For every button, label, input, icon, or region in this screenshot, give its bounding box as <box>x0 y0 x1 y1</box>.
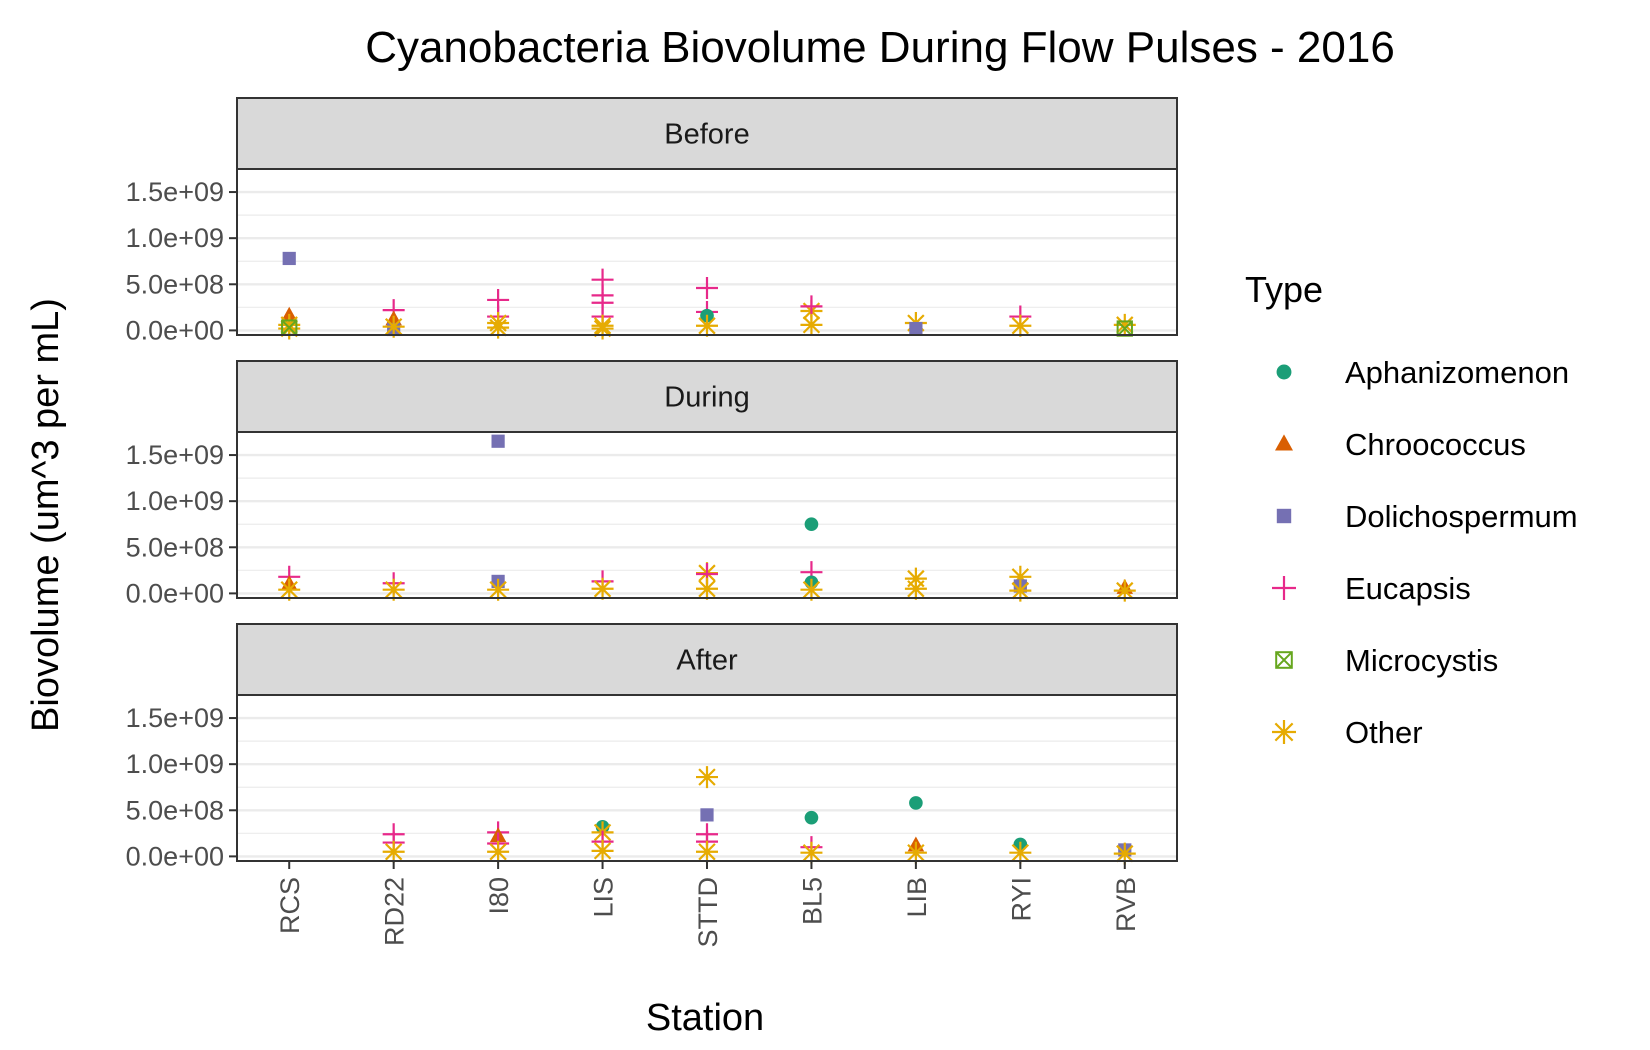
point-other <box>1009 841 1032 864</box>
point-other <box>1009 314 1032 337</box>
legend-item-other: Other <box>1272 715 1423 750</box>
point-other <box>591 317 614 340</box>
point-other <box>696 840 718 863</box>
x-tick-label: STTD <box>693 877 723 948</box>
point-dolichospermum <box>491 434 505 448</box>
point-other <box>1113 313 1136 336</box>
x-tick-label: I80 <box>484 877 514 915</box>
point-other <box>1009 579 1032 602</box>
point-dolichospermum <box>700 808 714 822</box>
point-aphanizomenon <box>804 517 819 532</box>
facet-strip <box>236 623 1178 696</box>
y-tick-label: 5.0e+08 <box>126 532 224 562</box>
point-other <box>696 314 718 337</box>
point-eucapsis <box>696 276 718 299</box>
x-tick-label: RYI <box>1006 877 1036 922</box>
point-other <box>591 577 614 600</box>
legend-label: Microcystis <box>1345 643 1498 678</box>
y-tick-label: 0.0e+00 <box>126 841 224 871</box>
points-after <box>382 766 1136 865</box>
x-tick-label: BL5 <box>797 877 827 925</box>
legend-item-eucapsis: Eucapsis <box>1272 571 1471 606</box>
points-during <box>278 434 1136 602</box>
point-other <box>696 766 718 789</box>
point-eucapsis <box>800 295 823 318</box>
legend-key-aphanizomenon <box>1276 364 1292 380</box>
facet-strip <box>236 97 1178 170</box>
facet-during: During 0.0e+00 5.0e+08 1.0e+09 1.5e+09 <box>126 360 1178 608</box>
legend-title: Type <box>1245 269 1323 310</box>
facet-strip <box>236 360 1178 433</box>
y-tick-label: 1.5e+09 <box>126 703 224 733</box>
point-aphanizomenon <box>909 796 923 810</box>
point-other <box>696 577 718 600</box>
point-other <box>487 840 510 863</box>
legend-label: Aphanizomenon <box>1345 355 1569 390</box>
panel-border <box>236 168 1178 336</box>
legend-item-dolichospermum: Dolichospermum <box>1276 499 1578 534</box>
y-tick-label: 1.0e+09 <box>126 223 224 253</box>
facet-after: After 0.0e+00 5.0e+08 1.0e+09 1.5e+09 <box>126 623 1178 871</box>
point-other <box>382 840 405 863</box>
point-other <box>904 577 927 600</box>
point-other <box>1009 565 1032 588</box>
facet-strip-label: Before <box>664 119 749 151</box>
legend-label: Other <box>1345 715 1423 750</box>
y-tick-label: 0.0e+00 <box>126 578 224 608</box>
legend: Aphanizomenon Chroococcus Dolichospermum Eu… <box>1272 355 1578 750</box>
point-aphanizomenon <box>804 810 819 825</box>
panel-border <box>236 431 1178 599</box>
y-tick-label: 1.0e+09 <box>126 486 224 516</box>
y-tick-label: 5.0e+08 <box>126 269 224 299</box>
point-other <box>487 578 510 601</box>
point-other <box>278 578 301 601</box>
point-dolichospermum <box>909 321 923 336</box>
facet-panels: Before0.0e+005.0e+081.0e+091.5e+09During… <box>126 97 1178 871</box>
point-other <box>800 313 823 336</box>
x-axis-ticks: RCS RD22 I80 LIS STTD BL5 LIB RYI RVB <box>275 861 1141 948</box>
legend-item-chroococcus: Chroococcus <box>1275 427 1526 462</box>
legend-label: Chroococcus <box>1345 427 1526 462</box>
x-tick-label: LIB <box>902 877 932 918</box>
legend-key-microcystis <box>1275 651 1293 669</box>
legend-label: Dolichospermum <box>1345 499 1578 534</box>
y-tick-label: 5.0e+08 <box>126 795 224 825</box>
point-other <box>591 839 614 862</box>
point-other <box>382 578 405 601</box>
y-tick-label: 1.5e+09 <box>126 440 224 470</box>
facet-before: Before 0.0e+00 5.0e+08 1.0e+09 1.5e+09 <box>126 97 1178 345</box>
y-tick-label: 1.0e+09 <box>126 749 224 779</box>
y-tick-label: 1.5e+09 <box>126 177 224 207</box>
y-axis-title: Biovolume (um^3 per mL) <box>25 298 67 732</box>
point-dolichospermum <box>282 251 296 266</box>
x-tick-label: RCS <box>275 877 305 934</box>
points-before <box>278 251 1136 340</box>
x-tick-label: LIS <box>589 877 619 918</box>
legend-key-dolichospermum <box>1276 508 1292 524</box>
legend-key-other <box>1272 720 1296 744</box>
point-other <box>487 316 510 339</box>
legend-item-aphanizomenon: Aphanizomenon <box>1276 355 1569 390</box>
point-other <box>800 841 823 864</box>
legend-key-eucapsis <box>1272 576 1296 600</box>
y-tick-label: 0.0e+00 <box>126 315 224 345</box>
legend-item-microcystis: Microcystis <box>1275 643 1498 678</box>
point-other <box>382 315 405 338</box>
legend-label: Eucapsis <box>1345 571 1471 606</box>
chart-title: Cyanobacteria Biovolume During Flow Puls… <box>365 23 1395 72</box>
legend-key-chroococcus <box>1275 434 1293 451</box>
point-other <box>904 841 927 864</box>
point-other <box>1113 579 1136 602</box>
x-tick-label: RD22 <box>380 877 410 946</box>
facet-strip-label: After <box>676 645 738 677</box>
facet-strip-label: During <box>664 382 749 414</box>
point-other <box>1113 842 1136 865</box>
x-tick-label: RVB <box>1111 877 1141 932</box>
x-axis-title: Station <box>646 997 764 1039</box>
point-other <box>800 578 823 601</box>
